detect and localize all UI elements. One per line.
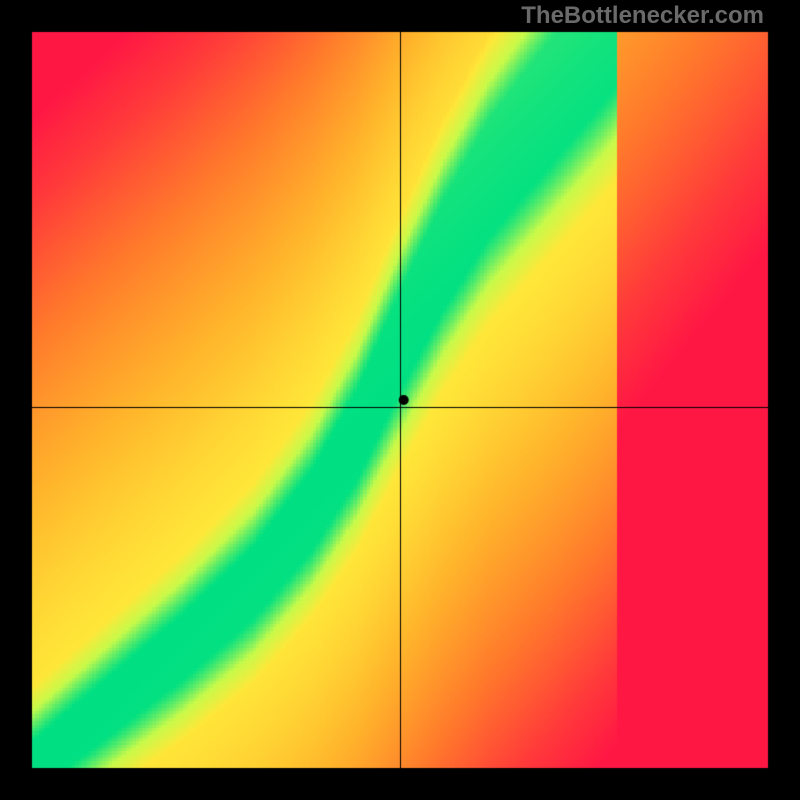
chart-container: TheBottlenecker.com xyxy=(0,0,800,800)
bottleneck-heatmap xyxy=(0,0,800,800)
watermark-text: TheBottlenecker.com xyxy=(521,2,764,30)
